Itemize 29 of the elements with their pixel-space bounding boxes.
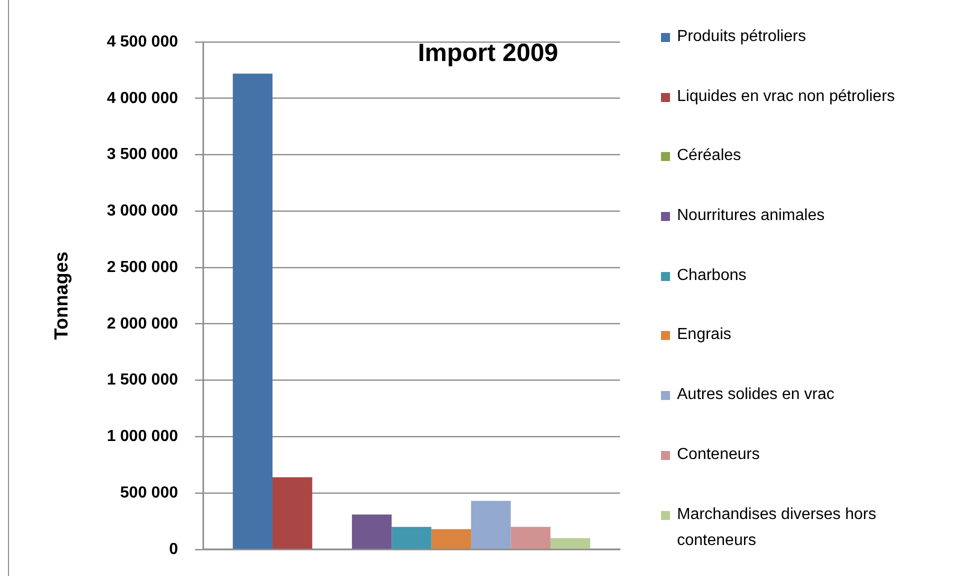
bar	[431, 529, 472, 549]
legend-label: Liquides en vrac non pétroliers	[677, 86, 896, 107]
bar	[352, 514, 392, 549]
chart-title: Import 2009	[416, 39, 560, 68]
y-tick-label: 4 500 000	[106, 33, 178, 50]
legend-label: Engrais	[677, 325, 732, 346]
y-tick-label: 500 000	[120, 484, 178, 502]
legend-label: Nourritures animales	[677, 206, 826, 226]
bar	[471, 500, 511, 549]
legend-label: Marchandises diverses hors conteneurs	[677, 504, 878, 550]
y-tick-label: 2 000 000	[106, 315, 178, 332]
y-tick-label: 2 500 000	[106, 258, 178, 276]
legend-label: Autres solides en vrac	[677, 385, 836, 406]
legend-label: Produits pétroliers	[677, 27, 807, 47]
y-tick-label: 3 000 000	[106, 202, 178, 220]
legend-label: Conteneurs	[677, 444, 761, 465]
legend-label: Céréales	[677, 146, 742, 166]
y-tick-label: 0	[169, 540, 178, 558]
y-tick-label: 1 500 000	[106, 372, 178, 389]
bar	[510, 526, 550, 549]
bar	[272, 477, 312, 549]
y-tick-label: 1 000 000	[106, 428, 178, 446]
y-tick-label: 3 500 000	[106, 146, 178, 164]
legend-label: Charbons	[677, 266, 748, 286]
y-tick-label: 4 000 000	[106, 90, 178, 107]
bar	[550, 538, 590, 549]
y-axis-title: Tonnages	[52, 252, 73, 340]
bar	[392, 526, 432, 549]
bar	[232, 74, 273, 549]
